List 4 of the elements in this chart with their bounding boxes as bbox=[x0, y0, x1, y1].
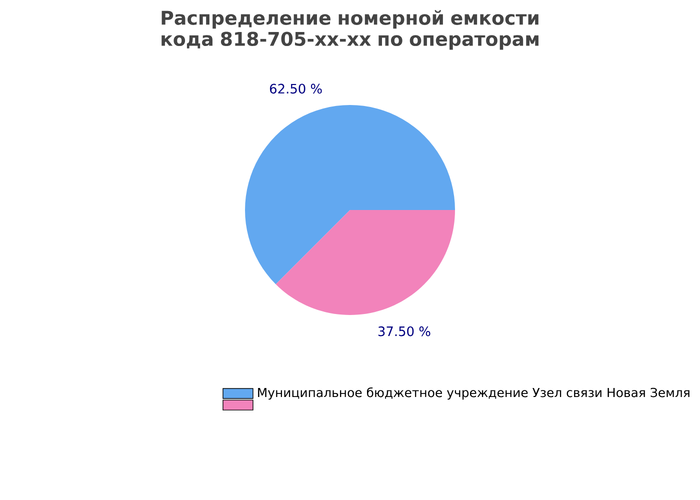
data-label: 62.50 % bbox=[270, 84, 322, 94]
legend-label: Муниципальное бюджетное учреждение Узел связи Новая Земля bbox=[258, 387, 690, 400]
chart-title: Распределение номерной емкости кода 818-705-xx-xx по операторам bbox=[162, 10, 538, 50]
data-label: 37.50 % bbox=[378, 326, 430, 336]
